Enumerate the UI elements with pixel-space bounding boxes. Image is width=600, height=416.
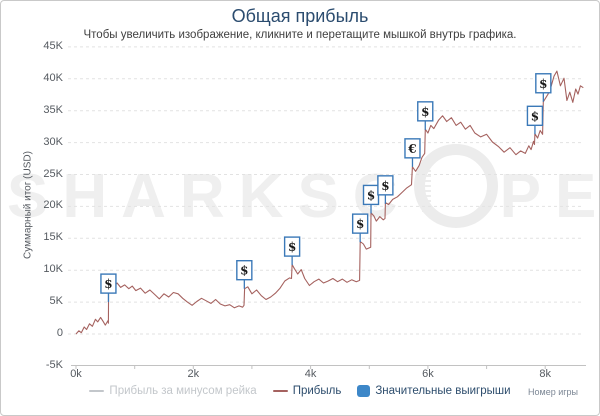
x-tick-label: 0k <box>70 368 82 380</box>
y-tick-label: 35K <box>43 103 63 116</box>
y-tick-label: 40K <box>43 71 63 84</box>
marker-currency-glyph: $ <box>356 217 364 231</box>
marker-box <box>377 175 394 196</box>
marker-box <box>236 260 253 281</box>
significant-win-marker[interactable]: $ <box>283 236 301 266</box>
y-tick-label: 25K <box>43 167 63 180</box>
marker-box <box>417 101 434 122</box>
x-axis-title: Номер игры <box>528 387 578 397</box>
legend-item-significant-wins[interactable]: Значительные выигрыши <box>357 385 511 397</box>
significant-win-marker[interactable]: $ <box>362 184 380 214</box>
significant-win-marker[interactable]: $ <box>526 105 544 135</box>
significant-win-marker[interactable]: $ <box>236 260 253 289</box>
marker-box <box>100 273 117 294</box>
chart-title: Общая прибыль <box>231 6 369 26</box>
significant-win-marker[interactable]: $ <box>417 101 434 130</box>
marker-currency-glyph: $ <box>421 105 429 119</box>
y-tick-label: 45K <box>43 39 63 52</box>
legend-item-rake-free[interactable]: Прибыль за минусом рейка <box>89 385 257 397</box>
marker-box <box>535 73 552 94</box>
significant-win-marker[interactable]: $ <box>377 175 394 204</box>
marker-currency-glyph: $ <box>381 179 389 193</box>
x-tick-label: 4k <box>304 368 317 380</box>
marker-currency-glyph: $ <box>531 109 539 123</box>
significant-win-marker[interactable]: € <box>404 138 421 167</box>
marker-currency-glyph: $ <box>104 277 112 291</box>
y-tick-label: 15K <box>43 231 63 244</box>
marker-box <box>283 236 301 257</box>
x-tick-label: 8k <box>539 368 551 380</box>
legend-label-rake-free: Прибыль за минусом рейка <box>109 385 257 397</box>
significant-win-marker[interactable]: $ <box>351 213 369 243</box>
profit-line <box>75 70 584 335</box>
y-tick-label: 10K <box>43 263 63 276</box>
chart-subtitle: Чтобы увеличить изображение, кликните и … <box>83 29 517 41</box>
x-tick-label: 6k <box>422 368 434 380</box>
y-tick-label: 30K <box>43 135 63 148</box>
y-tick-label: 20K <box>43 199 63 212</box>
x-tick-label: 2k <box>187 368 200 380</box>
y-tick-label: 0 <box>56 327 63 339</box>
marker-box <box>351 213 369 234</box>
legend-dash-rake-free-icon <box>89 390 105 392</box>
legend-item-profit[interactable]: Прибыль <box>272 385 342 397</box>
legend: Прибыль за минусом рейка Прибыль Значите… <box>1 385 599 397</box>
marker-currency-glyph: $ <box>288 240 296 254</box>
legend-label-significant-wins: Значительные выигрыши <box>375 385 511 397</box>
marker-currency-glyph: $ <box>367 188 375 202</box>
marker-box <box>526 105 544 127</box>
y-tick-label: 5K <box>49 295 63 308</box>
y-tick-label: -5K <box>45 358 63 371</box>
marker-currency-glyph: € <box>407 142 416 156</box>
significant-win-marker[interactable]: $ <box>535 73 552 102</box>
significant-win-marker[interactable]: $ <box>100 273 117 303</box>
legend-swatch-significant-wins-icon <box>357 385 371 397</box>
marker-currency-glyph: $ <box>539 77 547 91</box>
legend-label-profit: Прибыль <box>292 385 342 397</box>
marker-currency-glyph: $ <box>240 264 248 278</box>
legend-dash-profit-icon <box>272 390 288 392</box>
